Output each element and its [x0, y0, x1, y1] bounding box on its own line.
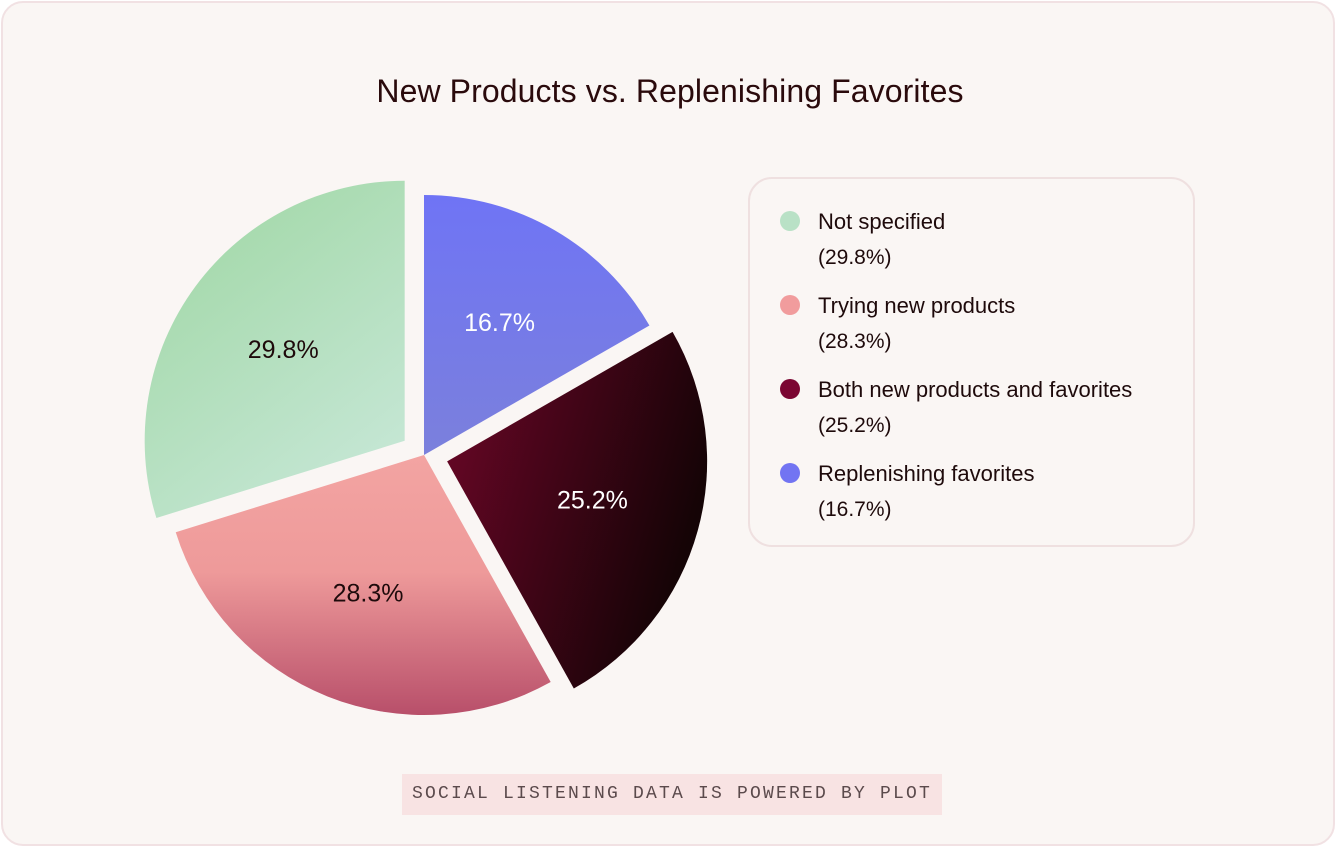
pie-slice-trying-new-products: [175, 455, 551, 715]
legend-item-trying-new-products: Trying new products (28.3%): [780, 291, 1193, 375]
legend-percentage: (29.8%): [818, 246, 892, 269]
pie-slices: [144, 180, 708, 715]
legend-label: Both new products and favorites: [818, 377, 1133, 402]
footer-attribution: SOCIAL LISTENING DATA IS POWERED BY PLOT: [402, 774, 942, 815]
pie-slice-labels: 29.8% 28.3% 25.2% 16.7%: [248, 309, 628, 608]
pie-slice-label: 28.3%: [333, 580, 404, 608]
pie-slice-replenishing-favorites: [424, 195, 650, 455]
pie-slice-label: 16.7%: [464, 309, 535, 337]
pie-slice-both-new-products-and-favorites: [447, 331, 708, 689]
legend-swatch-replenishing-favorites: [780, 463, 800, 483]
legend-percentage: (16.7%): [818, 498, 892, 521]
legend-item-not-specified: Not specified (29.8%): [780, 207, 1193, 291]
legend-swatch-trying-new-products: [780, 295, 800, 315]
legend-label: Trying new products: [818, 293, 1016, 318]
chart-title: New Products vs. Replenishing Favorites: [376, 73, 964, 109]
pie-slice-label: 25.2%: [557, 486, 628, 514]
legend-percentage: (28.3%): [818, 330, 892, 353]
pie-slice-label: 29.8%: [248, 336, 319, 364]
legend-swatch-both: [780, 379, 800, 399]
legend-label: Replenishing favorites: [818, 461, 1035, 486]
legend-item-both: Both new products and favorites (25.2%): [780, 375, 1193, 459]
legend-label: Not specified: [818, 209, 946, 234]
pie-slice-not-specified: [144, 180, 405, 519]
pie-chart: 29.8% 28.3% 25.2% 16.7%: [144, 180, 708, 715]
legend: Not specified (29.8%) Trying new product…: [748, 177, 1195, 547]
legend-item-replenishing-favorites: Replenishing favorites (16.7%): [780, 459, 1193, 543]
legend-percentage: (25.2%): [818, 414, 892, 437]
legend-swatch-not-specified: [780, 211, 800, 231]
